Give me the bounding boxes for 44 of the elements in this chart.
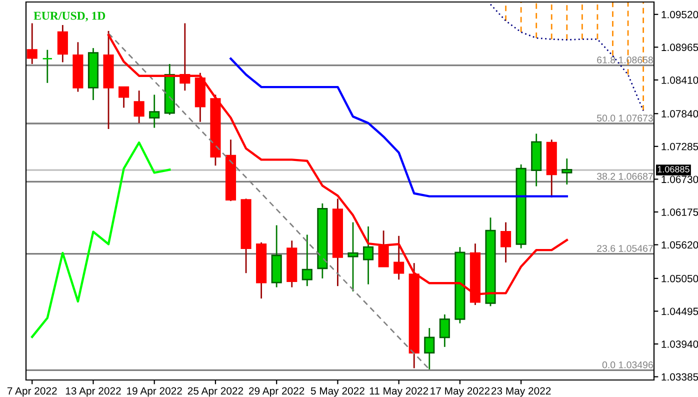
candlestick — [134, 90, 144, 124]
ref-line-label: 50.0 1.07673 — [597, 114, 653, 122]
ref-line-label: 1.06885 — [658, 166, 690, 172]
candlestick — [302, 234, 312, 287]
candlestick — [348, 222, 358, 292]
x-tick-label: 19 Apr 2022 — [127, 387, 182, 397]
candlestick — [500, 222, 512, 264]
y-tick-label: 1.05620 — [662, 241, 698, 249]
y-tick-label: 1.08410 — [662, 76, 698, 84]
line-series — [31, 141, 171, 338]
y-tick-label: 1.06730 — [662, 176, 698, 184]
text: EUR/USD, 1D — [34, 12, 106, 22]
y-tick-label: 1.03940 — [662, 340, 698, 348]
y-tick-label: 1.05050 — [662, 274, 698, 282]
candlestick — [149, 94, 160, 128]
y-tick-label: 1.09520 — [662, 10, 698, 18]
y-tick-label: 1.03385 — [662, 373, 698, 381]
x-tick-label: 23 May 2022 — [491, 387, 551, 397]
candlestick — [394, 235, 404, 280]
x-tick-label: 29 Apr 2022 — [249, 387, 304, 397]
candlestick — [439, 314, 450, 348]
x-tick-label: 11 May 2022 — [370, 387, 428, 397]
candlestick — [424, 327, 435, 370]
ref-line-label: 38.2 1.06687 — [596, 172, 653, 180]
x-tick-label: 17 May 2022 — [430, 387, 490, 397]
candlestick — [57, 24, 68, 63]
candlestick — [562, 158, 572, 186]
x-tick-label: 7 Apr 2022 — [7, 387, 57, 397]
x-tick-label: 25 Apr 2022 — [188, 387, 244, 397]
candlestick — [362, 226, 374, 286]
ref-line-label: 23.6 1.05467 — [597, 244, 653, 252]
x-tick-label: 5 May 2022 — [310, 387, 364, 397]
x-tick-label: 13 Apr 2022 — [66, 387, 121, 397]
y-tick-label: 1.07840 — [662, 110, 698, 118]
y-tick-label: 1.06175 — [662, 208, 698, 216]
y-tick-label: 1.04495 — [662, 308, 698, 316]
y-tick-label: 1.08965 — [662, 44, 698, 52]
candlestick — [378, 230, 389, 268]
candlestick — [42, 49, 53, 84]
candlestick — [118, 86, 130, 108]
line-series — [230, 58, 568, 198]
candlestick — [26, 22, 38, 65]
ref-line-label: 0.0 1.03496 — [602, 361, 653, 368]
y-tick-label: 1.07285 — [662, 142, 698, 150]
